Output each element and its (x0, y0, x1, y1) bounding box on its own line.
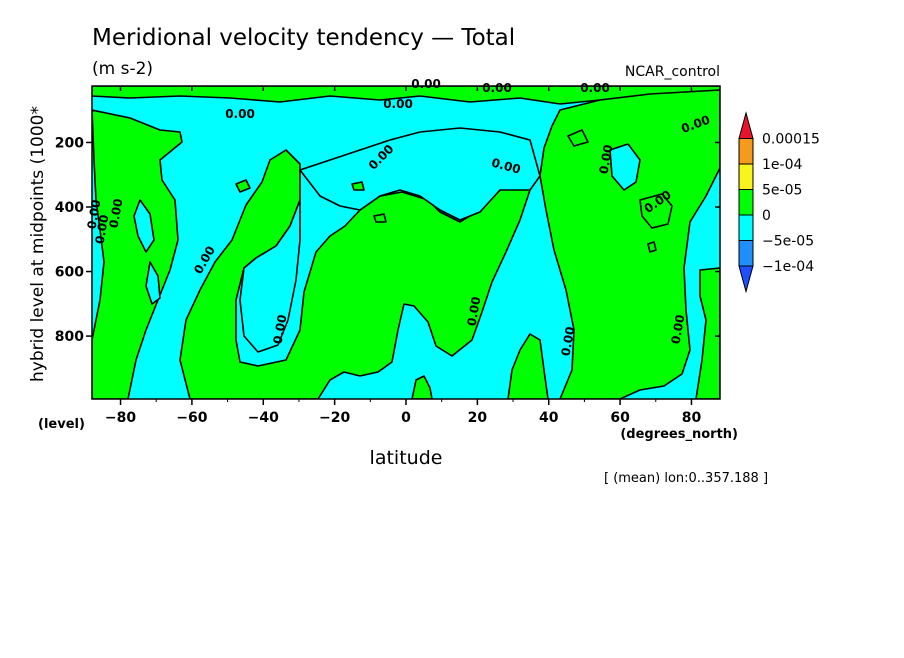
positive-region-north (539, 89, 720, 399)
y-axis-units: (level) (38, 417, 85, 432)
negative-region-lower-cell (239, 199, 301, 353)
colorbar-swatch (738, 214, 754, 241)
x-axis-label: latitude (370, 447, 443, 469)
x-tick-label: −40 (248, 410, 279, 426)
colorbar-label: 0 (762, 208, 771, 224)
contour-label: 0.00 (465, 296, 484, 328)
negative-region-southern-cell-2 (145, 261, 161, 305)
positive-region-small-3 (373, 213, 387, 223)
x-tick-label: −20 (319, 410, 350, 426)
contour-label: 0.00 (383, 97, 413, 111)
x-tick-label: 80 (682, 410, 702, 426)
colorbar-swatch (738, 138, 754, 165)
colorbar-swatch (738, 189, 754, 216)
contour-label: 0.00 (225, 107, 255, 121)
negative-region-arctic-cell (609, 143, 641, 191)
contour-label: 0.00 (580, 81, 610, 95)
x-tick-label: −60 (176, 410, 207, 426)
colorbar-label: 0.00015 (762, 132, 820, 148)
run-label: NCAR_control (625, 64, 720, 80)
y-tick-label: 400 (55, 200, 84, 216)
y-tick-label: 200 (55, 135, 84, 151)
contour-label: 0.00 (93, 214, 112, 246)
positive-tendency-regions (92, 86, 720, 399)
colorbar-label: −1e-04 (762, 259, 814, 275)
x-axis-units: (degrees_north) (620, 427, 738, 442)
contour-label: 0.00 (597, 144, 616, 176)
positive-region-tropical-patch (411, 375, 433, 399)
contour-label: 0.00 (669, 314, 688, 346)
positive-region-arctic-ring (639, 193, 673, 229)
negative-region-southern-cell (133, 199, 155, 253)
positive-region-small-4 (567, 129, 589, 147)
contour-label: 0.00 (559, 326, 578, 358)
contour-label: 0.00 (271, 314, 290, 346)
positive-region-small-2 (351, 181, 365, 191)
colorbar: 0.00015 1e-04 5e-05 0 −5e-05 −1e-04 (738, 111, 820, 294)
y-tick-label: 800 (55, 329, 84, 345)
contour-label: 0.00 (107, 198, 126, 230)
x-tick-label: 40 (539, 410, 559, 426)
positive-region-arctic-edge (695, 267, 720, 399)
colorbar-top-triangle (738, 111, 754, 139)
positive-region-small-1 (235, 179, 251, 193)
colorbar-bottom-triangle (738, 265, 754, 294)
positive-region-south-pole (92, 109, 183, 399)
y-axis-label: hybrid level at midpoints (1000* (28, 106, 48, 382)
chart-title: Meridional velocity tendency — Total (92, 25, 515, 51)
colorbar-swatch (738, 240, 754, 267)
chart-subtitle: (m s-2) (92, 59, 153, 79)
y-tick-label: 600 (55, 265, 84, 281)
averaging-note: [ (mean) lon:0..357.188 ] (604, 471, 768, 486)
positive-region-small-5 (647, 241, 657, 253)
colorbar-swatch (738, 163, 754, 190)
colorbar-label: 5e-05 (762, 183, 802, 199)
contour-label: 0.00 (482, 81, 512, 95)
positive-region-equator (507, 333, 549, 399)
plot-area: 0.000.00 0.000.000.000.000.00 0.000.00 0.00… (85, 77, 721, 400)
x-tick-label: 0 (401, 410, 411, 426)
negative-region-upper-cell (299, 127, 541, 221)
x-tick-label: −80 (105, 410, 136, 426)
x-tick-label: 20 (468, 410, 488, 426)
colorbar-label: −5e-05 (762, 234, 814, 250)
x-axis: −80 −60 −40 −20 0 20 40 60 80 (105, 86, 702, 426)
colorbar-label: 1e-04 (762, 157, 802, 173)
y-axis: 200 400 600 800 (55, 135, 720, 345)
contour-label: 0.00 (411, 77, 441, 91)
x-tick-label: 60 (610, 410, 630, 426)
